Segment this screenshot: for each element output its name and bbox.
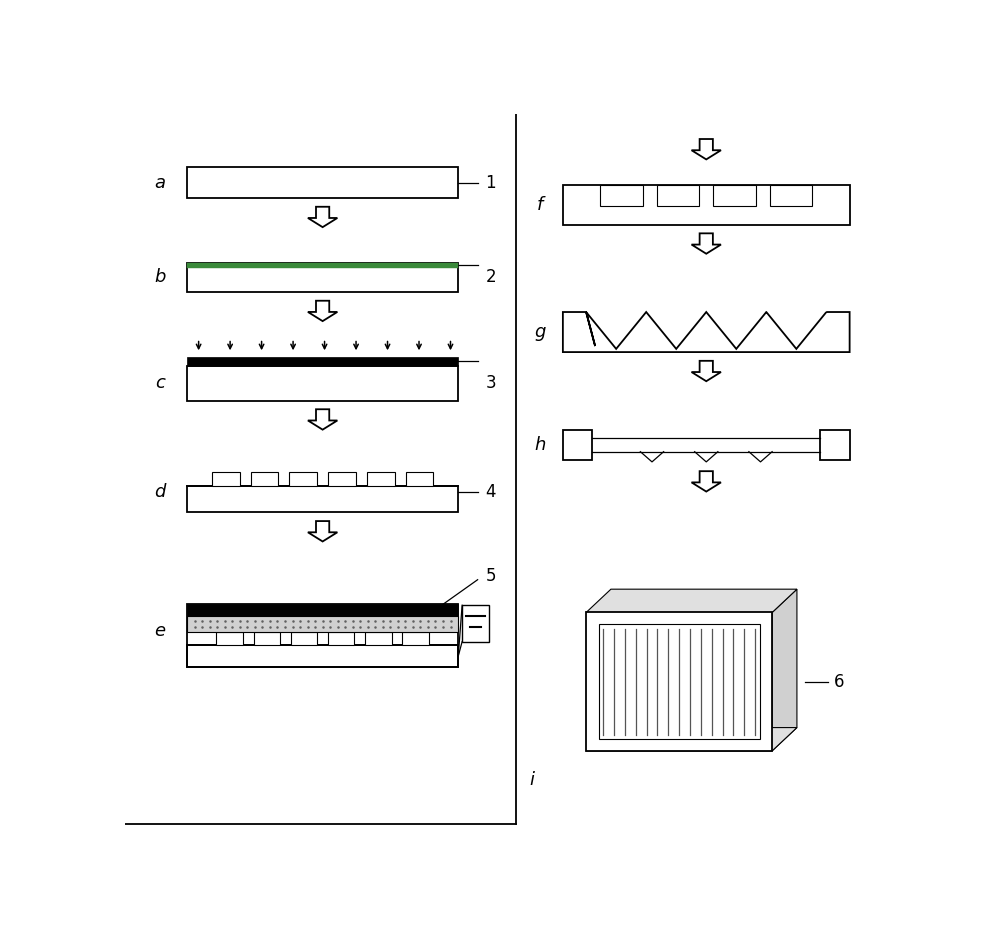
Bar (586, 612, 772, 751)
Text: a: a (154, 174, 165, 192)
Polygon shape (772, 589, 797, 751)
Polygon shape (308, 521, 337, 541)
Polygon shape (692, 139, 721, 160)
Text: 4: 4 (485, 483, 496, 501)
Bar (328, 632, 354, 645)
Text: 2: 2 (485, 269, 496, 287)
Polygon shape (563, 312, 850, 352)
Bar (328, 472, 356, 486)
Bar (713, 184, 756, 206)
Polygon shape (308, 301, 337, 321)
Bar (187, 357, 458, 365)
Bar (820, 429, 850, 461)
Bar (291, 632, 317, 645)
Text: 6: 6 (834, 673, 845, 691)
Bar (289, 472, 317, 486)
Bar (657, 184, 699, 206)
Text: e: e (154, 622, 165, 639)
Bar (187, 167, 458, 198)
Bar (187, 616, 458, 632)
Bar (187, 645, 458, 667)
Bar (563, 429, 592, 461)
Bar (251, 472, 278, 486)
Bar (187, 604, 458, 667)
Bar (563, 184, 850, 224)
Text: g: g (534, 323, 545, 342)
Polygon shape (586, 727, 797, 751)
Bar (365, 632, 392, 645)
Bar (216, 632, 243, 645)
Text: f: f (536, 196, 543, 214)
Bar (187, 365, 458, 400)
Bar (402, 632, 429, 645)
Text: d: d (154, 483, 166, 501)
Polygon shape (692, 360, 721, 381)
Bar (367, 472, 395, 486)
Bar (187, 263, 458, 268)
Bar (187, 263, 458, 292)
Polygon shape (308, 410, 337, 429)
Text: b: b (154, 269, 166, 287)
Bar (187, 486, 458, 513)
Polygon shape (692, 471, 721, 492)
Text: 5: 5 (485, 567, 496, 585)
Polygon shape (692, 234, 721, 254)
Text: 3: 3 (485, 374, 496, 392)
Text: i: i (529, 771, 534, 789)
Bar (187, 604, 458, 616)
Bar (599, 624, 760, 739)
Text: h: h (534, 436, 545, 454)
Polygon shape (308, 207, 337, 227)
Polygon shape (586, 589, 797, 612)
Bar (406, 472, 433, 486)
Text: c: c (155, 374, 165, 392)
Bar (462, 605, 489, 641)
Bar (600, 184, 643, 206)
Bar (254, 632, 280, 645)
Bar (770, 184, 812, 206)
Text: 1: 1 (485, 174, 496, 192)
Bar (212, 472, 240, 486)
